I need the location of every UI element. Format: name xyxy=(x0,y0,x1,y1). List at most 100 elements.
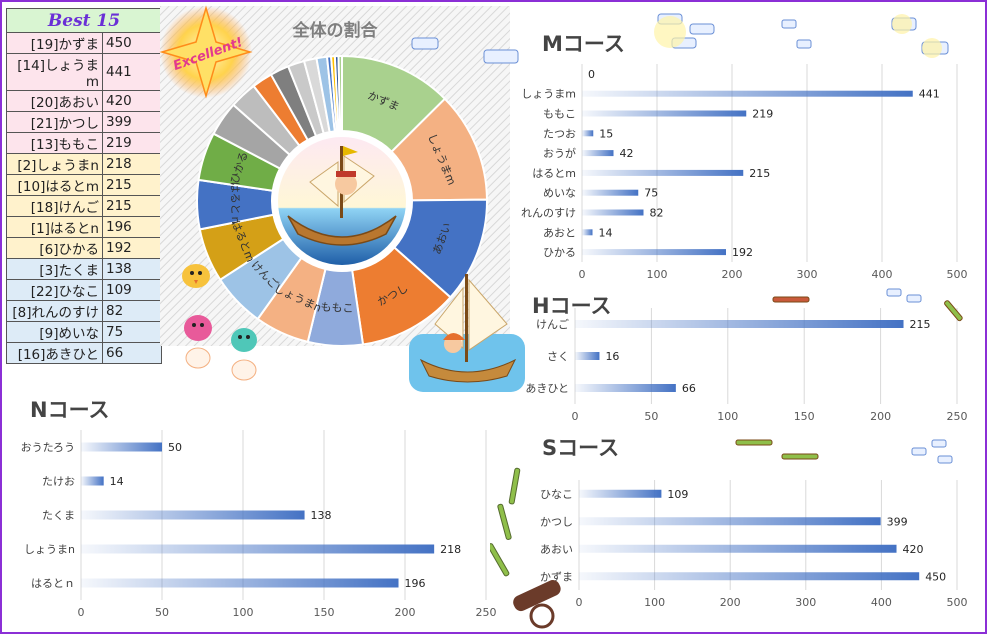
ranking-name: [14]しょうまm xyxy=(6,53,103,91)
ranking-name: [2]しょうまn xyxy=(6,153,103,175)
x-tick-label: 0 xyxy=(579,268,586,281)
bar xyxy=(579,489,662,498)
x-tick-label: 200 xyxy=(395,606,416,619)
ranking-name: [22]ひなこ xyxy=(6,279,103,301)
y-category-label: たくま xyxy=(42,509,75,522)
x-tick-label: 500 xyxy=(947,596,968,609)
bar-data-label: 450 xyxy=(925,570,946,583)
ranking-name: [6]ひかる xyxy=(6,237,103,259)
n-course-title: Nコース xyxy=(30,398,110,422)
ranking-row: [1]はるとn 196 xyxy=(6,216,162,238)
bar xyxy=(582,189,639,196)
x-tick-label: 250 xyxy=(476,606,497,619)
bar-data-label: 109 xyxy=(667,488,688,501)
ranking-row: [13]ももこ 219 xyxy=(6,132,162,154)
x-tick-label: 50 xyxy=(644,410,658,423)
bar-data-label: 219 xyxy=(752,108,773,121)
ranking-name: [20]あおい xyxy=(6,90,103,112)
ranking-header-cell: Best 15 xyxy=(6,8,162,33)
bar-data-label: 16 xyxy=(605,350,619,363)
x-tick-label: 100 xyxy=(717,410,738,423)
bar xyxy=(582,110,747,117)
ranking-score: 109 xyxy=(102,279,162,301)
bar-data-label: 399 xyxy=(887,515,908,528)
ranking-name: [3]たくま xyxy=(6,258,103,280)
x-tick-label: 50 xyxy=(155,606,169,619)
bar-data-label: 138 xyxy=(311,509,332,522)
y-category-label: けんご xyxy=(536,317,569,331)
bar xyxy=(582,229,593,236)
bar-data-label: 14 xyxy=(599,226,613,239)
ranking-row: [20]あおい 420 xyxy=(6,90,162,112)
y-category-label: ひなこ xyxy=(540,488,573,501)
x-tick-label: 100 xyxy=(647,268,668,281)
rocket-decoration-s xyxy=(735,439,953,464)
ranking-row: [18]けんご 215 xyxy=(6,195,162,217)
bar xyxy=(81,442,162,452)
m-course-chart: 0 100 200 300 400 500 0 しょうまm 441 ももこ 219 たつお 15 おうが 4… xyxy=(521,64,968,281)
note-rockets-decoration xyxy=(411,13,949,64)
x-tick-label: 300 xyxy=(797,268,818,281)
x-tick-label: 0 xyxy=(78,606,85,619)
pirate-ship-illustration xyxy=(278,137,406,265)
x-tick-label: 0 xyxy=(572,410,579,423)
bar xyxy=(575,320,904,328)
y-category-label: ひかる xyxy=(543,246,576,259)
ranking-name: [1]はるとn xyxy=(6,216,103,238)
y-category-label: さく xyxy=(547,350,569,363)
x-tick-label: 200 xyxy=(722,268,743,281)
bar xyxy=(575,384,676,392)
ranking-title: Best 15 xyxy=(47,10,121,31)
bar xyxy=(579,517,881,526)
ranking-row: [3]たくま 138 xyxy=(6,258,162,280)
bar xyxy=(81,578,399,588)
cannon-rockets-decoration xyxy=(490,467,561,629)
y-category-label: たけお xyxy=(42,475,75,488)
h-course-chart: 0 50 100 150 200 250 けんご 215 さく 16 あきひと 66 xyxy=(525,308,968,423)
y-category-label: しょうまn xyxy=(24,543,75,556)
pie-chart-title: 全体の割合 xyxy=(292,20,379,41)
y-category-label: れんのすけ xyxy=(521,207,576,220)
bar-data-label: 50 xyxy=(168,441,182,454)
y-category-label: はるとm xyxy=(532,167,576,180)
ranking-name: [19]かずま xyxy=(6,32,103,54)
s-course-title: Sコース xyxy=(542,436,620,460)
bar xyxy=(81,476,104,486)
ranking-score: 82 xyxy=(102,300,162,322)
ranking-score: 420 xyxy=(102,90,162,112)
x-tick-label: 100 xyxy=(644,596,665,609)
pie-slice-label: はるとｎ xyxy=(228,182,242,226)
ranking-name: [8]れんのすけ xyxy=(6,300,103,322)
ranking-score: 215 xyxy=(102,195,162,217)
ranking-table: Best 15 [19]かずま 450 [14]しょうまm 441 [20]あおい 420… xyxy=(6,8,162,364)
ranking-row: [19]かずま 450 xyxy=(6,32,162,54)
y-category-label: ももこ xyxy=(543,108,576,121)
ranking-row: [8]れんのすけ 82 xyxy=(6,300,162,322)
ranking-row: [22]ひなこ 109 xyxy=(6,279,162,301)
x-tick-label: 200 xyxy=(870,410,891,423)
ranking-row: [6]ひかる 192 xyxy=(6,237,162,259)
y-category-label: たつお xyxy=(543,127,576,140)
ranking-score: 450 xyxy=(102,32,162,54)
y-category-label: あおい xyxy=(540,543,573,556)
ranking-score: 218 xyxy=(102,153,162,175)
bar xyxy=(582,249,726,256)
y-category-label: おうが xyxy=(543,146,576,160)
bar xyxy=(575,352,600,360)
bar xyxy=(582,169,744,176)
bar-data-label: 82 xyxy=(650,207,664,220)
bar-data-label: 215 xyxy=(910,318,931,331)
pie-slices xyxy=(196,54,489,346)
x-tick-label: 150 xyxy=(794,410,815,423)
star-icon xyxy=(159,5,253,99)
birds-decoration xyxy=(182,264,257,381)
x-tick-label: 300 xyxy=(795,596,816,609)
ranking-score: 138 xyxy=(102,258,162,280)
ranking-score: 219 xyxy=(102,132,162,154)
ranking-row: [9]めいな 75 xyxy=(6,321,162,343)
rocket-decoration xyxy=(772,288,963,322)
bar xyxy=(582,130,594,137)
y-category-label: おうたろう xyxy=(21,441,75,454)
bar xyxy=(579,572,920,581)
